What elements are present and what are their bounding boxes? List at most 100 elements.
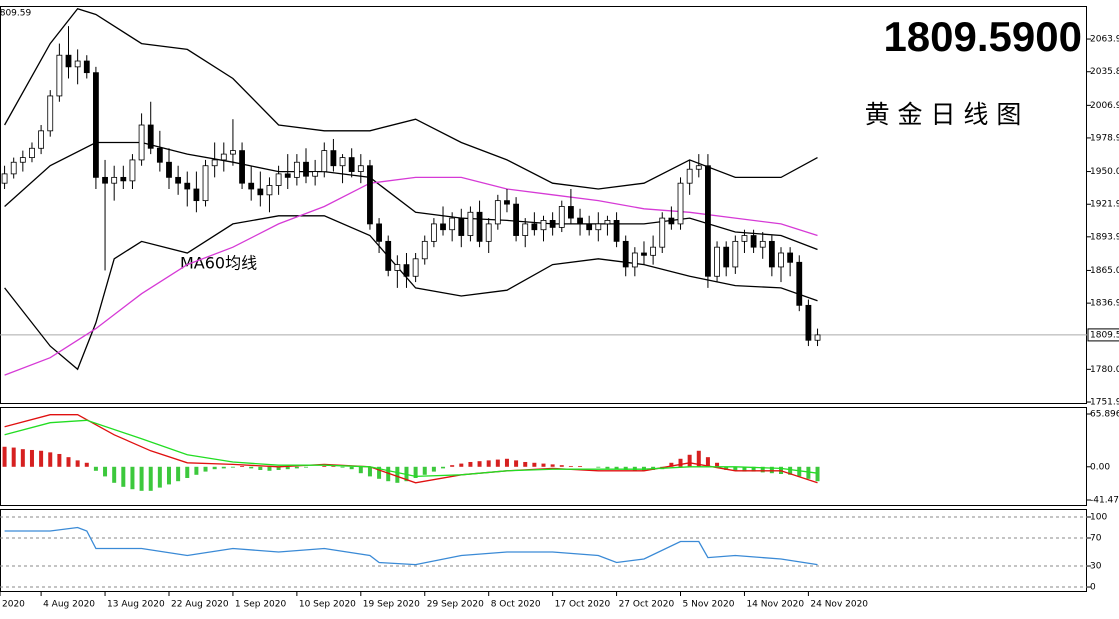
candle-body (412, 258, 419, 277)
macd-bar (157, 466, 162, 488)
candle-body (714, 246, 720, 277)
macd-bar (504, 458, 509, 467)
y-tick-label: 1921.9 (1090, 200, 1119, 210)
y-tick-label: 1751.9 (1090, 398, 1119, 408)
y-tick-label: 65.896 (1090, 410, 1119, 420)
macd-bar (322, 465, 327, 467)
candle-body (686, 168, 693, 184)
macd-bar (495, 459, 500, 467)
macd-bar (84, 462, 89, 467)
candle-body (421, 240, 428, 260)
macd-bar (532, 462, 537, 467)
y-tick-label: 0 (1090, 583, 1096, 593)
macd-bar (696, 450, 701, 467)
x-tick-label: 4 Aug 2020 (43, 600, 95, 610)
candle-body (266, 185, 273, 196)
macd-bar (148, 466, 153, 491)
macd-bar (468, 461, 473, 467)
candle-body (321, 150, 328, 172)
candle-body (787, 252, 794, 263)
macd-bar (358, 466, 363, 474)
macd-bar (367, 466, 372, 477)
macd-bar (39, 450, 44, 467)
macd-panel (0, 407, 1087, 506)
x-tick-label: 29 Sep 2020 (427, 600, 484, 610)
line (4, 215, 818, 371)
macd-bar (103, 466, 108, 477)
macd-bar (623, 466, 628, 470)
y-tick-label: 100 (1090, 513, 1107, 523)
candle-body (367, 165, 373, 225)
macd-bar (176, 466, 181, 482)
candle-body (568, 206, 574, 219)
candle-body (613, 220, 620, 242)
candle-body (111, 176, 118, 184)
candle-body (275, 173, 282, 186)
y-tick-label: 1780.0 (1090, 365, 1119, 375)
macd-bar (806, 466, 811, 479)
macd-bar (486, 460, 491, 467)
macd-bar (66, 457, 71, 467)
line (4, 414, 818, 484)
rsi-panel (0, 509, 1087, 592)
macd-bar (559, 465, 564, 467)
candle-body (805, 304, 812, 341)
candle-body (312, 171, 319, 177)
macd-bar (395, 466, 400, 483)
candle-body (604, 220, 611, 225)
x-tick-label: 8 Oct 2020 (491, 600, 541, 610)
candle-body (166, 161, 172, 178)
candle-body (750, 235, 757, 248)
candle-body (202, 165, 209, 202)
macd-bar (441, 466, 446, 469)
y-tick-label: 2035.8 (1090, 67, 1119, 77)
macd-bar (285, 466, 290, 470)
chart-subtitle: 黄 金 日 线 图 (865, 100, 1022, 129)
candle-body (211, 159, 218, 167)
candle-body (485, 223, 492, 242)
macd-bar (788, 466, 793, 475)
y-tick-label: 1950.0 (1090, 167, 1119, 177)
ma-annotation: MA60均线 (180, 254, 257, 273)
y-tick-label: 1978.9 (1090, 133, 1119, 143)
candle-body (147, 124, 154, 149)
candle-body (239, 150, 245, 184)
macd-bar (166, 466, 171, 485)
candle-body (156, 147, 163, 163)
macd-bar (349, 466, 354, 470)
candle-body (577, 217, 583, 225)
macd-bar (194, 466, 199, 475)
candle-body (796, 261, 803, 306)
macd-bar (733, 466, 738, 471)
candle-body (549, 220, 556, 228)
macd-bar (48, 452, 53, 467)
candle-body (138, 124, 145, 161)
macd-bar (249, 466, 254, 469)
candle-body (220, 153, 227, 161)
macd-bar (614, 466, 619, 470)
macd-bar (240, 465, 245, 467)
macd-bar (459, 463, 464, 467)
candle-body (650, 246, 657, 256)
candle-body (29, 147, 35, 158)
macd-bar (450, 465, 455, 467)
macd-bar (29, 449, 34, 467)
x-tick-label: 5 Nov 2020 (683, 600, 735, 610)
macd-bar (11, 447, 16, 467)
candle-body (193, 188, 200, 202)
y-tick-label: 2006.9 (1090, 101, 1119, 111)
y-tick-label: 1836.9 (1090, 299, 1119, 309)
y-tick-label: 2063.9 (1090, 35, 1119, 45)
macd-bar (705, 457, 710, 467)
candle-body (56, 54, 63, 97)
macd-bar (377, 466, 382, 479)
candle-body (558, 206, 565, 228)
candle-body (759, 240, 766, 248)
macd-bar (386, 466, 391, 482)
candle-body (38, 130, 45, 149)
candle-body (814, 334, 821, 341)
macd-bar (57, 453, 62, 467)
x-tick-label: 14 Nov 2020 (746, 600, 804, 610)
macd-bar (797, 466, 802, 477)
candle-body (129, 159, 136, 182)
